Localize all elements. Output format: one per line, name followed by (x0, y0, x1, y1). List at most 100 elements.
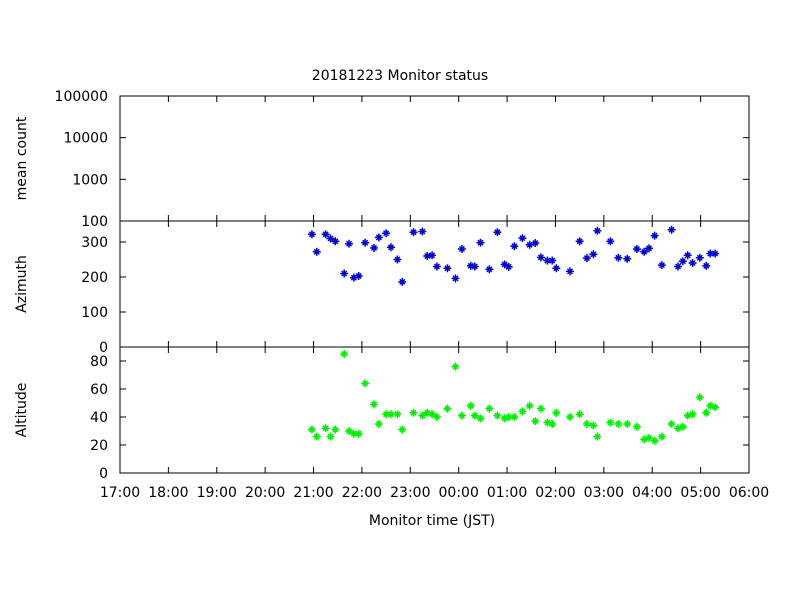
data-point (398, 425, 407, 434)
y-tick-label: 100 (81, 305, 108, 321)
y-tick-label: 100 (81, 214, 108, 230)
data-point (386, 243, 395, 252)
data-point (650, 436, 659, 445)
panel-frame (119, 220, 750, 348)
data-point (582, 254, 591, 263)
data-point (695, 253, 704, 262)
data-point (536, 404, 545, 413)
data-point (565, 413, 574, 421)
data-point (345, 427, 354, 435)
data-point (702, 261, 711, 270)
data-point (504, 262, 513, 271)
data-point (678, 257, 687, 266)
data-point (476, 238, 485, 247)
data-point (418, 227, 427, 236)
panel-1: 0 100 200 300 Azimuth (14, 220, 750, 356)
data-point (470, 411, 479, 420)
x-tick-label: 18:00 (148, 485, 188, 501)
data-point (312, 247, 321, 256)
data-point (695, 393, 704, 402)
y-tick-label: 100000 (55, 89, 108, 105)
data-point (518, 407, 527, 416)
y-tick-label: 40 (90, 410, 108, 426)
data-point (683, 251, 692, 260)
data-point (349, 429, 358, 438)
data-point (575, 410, 584, 419)
data-point (326, 432, 335, 441)
data-point (632, 245, 641, 253)
y-tick-label: 300 (81, 235, 108, 251)
data-point (321, 424, 330, 433)
data-point (312, 432, 321, 441)
x-tick-label: 05:00 (680, 485, 720, 501)
data-point (589, 421, 598, 430)
panel-frame (119, 95, 750, 222)
x-tick-label: 21:00 (293, 485, 333, 501)
y-tick-label: 0 (99, 466, 108, 482)
x-tick-label: 00:00 (439, 485, 479, 501)
data-point (466, 261, 475, 270)
x-tick-label: 02:00 (535, 485, 575, 501)
panel-frame (119, 346, 750, 474)
data-point (582, 420, 591, 428)
data-point (374, 233, 383, 242)
data-point (493, 228, 502, 237)
data-point (451, 362, 460, 371)
data-point (711, 249, 720, 258)
data-point (702, 408, 711, 417)
data-point (370, 243, 379, 252)
data-point (443, 264, 452, 273)
x-axis-label: Monitor time (JST) (369, 513, 495, 529)
y-tick-label: 200 (81, 270, 108, 286)
data-point (565, 267, 574, 276)
chart-title: 20181223 Monitor status (312, 68, 488, 84)
data-point (457, 411, 466, 420)
x-tick-label: 04:00 (632, 485, 672, 501)
data-point (518, 234, 527, 243)
data-point (409, 228, 418, 237)
data-point (331, 425, 340, 434)
data-point (307, 230, 316, 239)
data-point (354, 271, 363, 280)
data-point (432, 413, 441, 421)
x-tick-label: 23:00 (390, 485, 430, 501)
data-point (476, 414, 485, 423)
data-point (614, 253, 623, 262)
y-axis-label: Altitude (14, 383, 30, 438)
data-point (606, 418, 615, 427)
data-point (632, 422, 641, 431)
data-point (623, 420, 632, 428)
data-point (645, 244, 654, 253)
data-point (321, 230, 330, 239)
data-point (466, 401, 475, 410)
y-tick-label: 20 (90, 438, 108, 454)
y-axis-label: Azimuth (14, 255, 30, 313)
data-point (307, 425, 316, 434)
x-tick-label: 22:00 (342, 485, 382, 501)
data-point (382, 229, 391, 238)
data-point (552, 408, 561, 417)
data-point (457, 245, 466, 253)
data-point (589, 250, 598, 259)
y-tick-label: 1000 (72, 172, 108, 188)
x-tick-label: 17:00 (100, 485, 140, 501)
data-point (361, 379, 370, 388)
data-point (531, 417, 540, 426)
data-point (510, 413, 519, 421)
data-point (382, 410, 391, 419)
data-point (443, 404, 452, 413)
data-point (525, 240, 534, 249)
data-point (500, 260, 509, 269)
data-point (614, 420, 623, 428)
data-point (510, 242, 519, 251)
data-point (657, 432, 666, 441)
data-point (548, 420, 557, 428)
data-point (354, 429, 363, 438)
data-point (606, 237, 615, 246)
data-point (340, 350, 349, 358)
data-point (650, 231, 659, 240)
data-point (688, 410, 697, 419)
data-point (340, 269, 349, 278)
